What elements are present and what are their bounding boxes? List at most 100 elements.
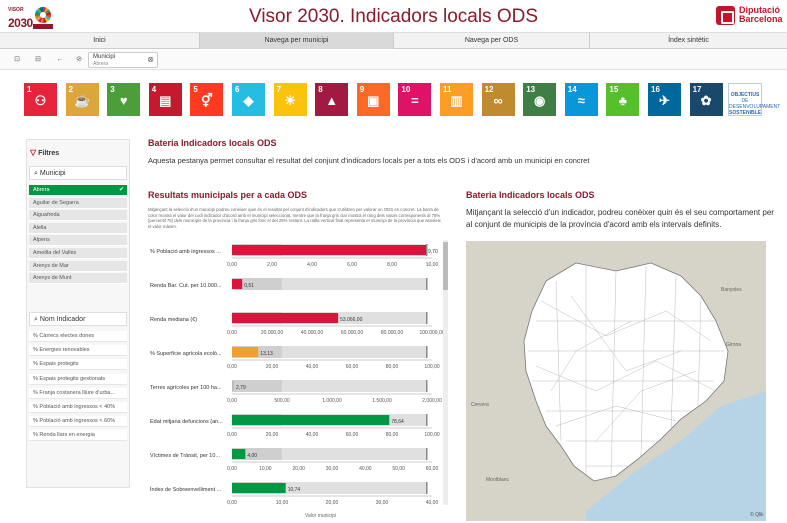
municipality-item[interactable]: Alella	[29, 222, 127, 234]
map-place-label: Cervera	[471, 402, 489, 408]
sdg-goal-9[interactable]: 9 ▣	[356, 83, 390, 116]
chart-scrollbar[interactable]	[443, 240, 448, 505]
tab-navega-municipi[interactable]: Navega per municipi	[200, 33, 394, 49]
diputacio-logo[interactable]: Diputació Barcelona	[716, 5, 783, 27]
tab-navega-ods[interactable]: Navega per ODS	[394, 33, 590, 49]
chart-scroll-thumb[interactable]	[443, 242, 448, 290]
sdg-number: 16	[651, 85, 660, 94]
tick-label: 4,00	[307, 262, 317, 268]
indicator-item[interactable]: % Renda llars en energia	[29, 430, 127, 442]
search-icon: ⌕	[34, 170, 38, 177]
value-label: 0,51	[244, 283, 254, 289]
tick-label: 20,00	[266, 364, 279, 370]
municipality-item[interactable]: Alpens	[29, 235, 127, 247]
sdg-number: 6	[235, 85, 240, 94]
results-title: Resultats municipals per a cada ODS	[148, 190, 308, 200]
province-map[interactable]: Banyoles Girona Cervera Montblanc	[466, 241, 766, 521]
sdg-goal-2[interactable]: 2 ☕	[65, 83, 99, 116]
sdg-goal-15[interactable]: 15 ♣	[606, 83, 640, 116]
indicator-item[interactable]: % Població amb ingressos < 40%	[29, 402, 127, 413]
tick-label: 30,00	[326, 466, 339, 472]
province-outline[interactable]	[523, 262, 729, 482]
sdg-goal-8[interactable]: 8 ▲	[315, 83, 349, 116]
sdg-goal-1[interactable]: 1 ⚇	[24, 83, 57, 116]
visor-2030-logo[interactable]: VISOR 2030	[8, 7, 56, 30]
tick-label: 1.500,00	[372, 398, 392, 404]
right-title: Bateria Indicadors locals ODS	[466, 190, 595, 200]
indicator-item[interactable]: % Energies renovables	[29, 345, 127, 357]
map-copyright: © Qlik	[750, 512, 764, 518]
municipality-item[interactable]: Arenys de Munt	[29, 273, 127, 285]
heartbeat-icon: ♥	[119, 93, 128, 108]
sdg-goal-3[interactable]: 3 ♥	[107, 83, 141, 116]
indicator-item[interactable]: % Càrrecs electes dones	[29, 331, 127, 342]
sdg-goal-11[interactable]: 11 ▥	[440, 83, 473, 116]
value-label: 53.066,00	[340, 317, 362, 323]
smart-search-icon[interactable]: ⊡	[14, 56, 20, 63]
municipality-item[interactable]: Ametlla del Vallès	[29, 248, 127, 259]
value-bar[interactable]	[232, 483, 286, 493]
sdg-goal-14[interactable]: 14 ≈	[564, 83, 598, 116]
municipality-item[interactable]: Aiguafreda	[29, 210, 127, 222]
sdg-goal-7[interactable]: 7 ☀	[273, 83, 307, 116]
tick-label: 10,00	[276, 500, 289, 506]
tick-label: 0,00	[227, 398, 237, 404]
max-marker	[426, 244, 428, 256]
indicator-item[interactable]: % Població amb ingressos < 60%	[29, 416, 127, 428]
tick-label: 80.000,00	[381, 330, 403, 336]
range-bar-light	[282, 380, 426, 392]
sdg-goal-10[interactable]: 10 =	[398, 83, 432, 116]
step-back-icon[interactable]: ←	[56, 56, 64, 63]
selection-chip-municipi[interactable]: Municipi Abrera ⊗	[88, 52, 158, 68]
indicator-label: Terres agrícoles per 100 ha...	[150, 385, 222, 391]
sdg-goal-5[interactable]: 5 ⚥	[190, 83, 224, 116]
close-icon[interactable]: ⊗	[147, 55, 154, 64]
sdg-goal-17[interactable]: 17 ✿	[689, 83, 723, 116]
sdg-number: 8	[318, 85, 323, 94]
indicator-item[interactable]: % Espais protegits gestionats	[29, 373, 127, 385]
indicators-bar-chart: % Població amb ingressos ... 9,70 0,00 2,00…	[146, 238, 450, 522]
tick-label: 60,00	[346, 364, 359, 370]
indicator-item[interactable]: % Franja costanera lliure d'urba...	[29, 387, 127, 399]
municipi-search[interactable]: ⌕ Municipi	[29, 166, 127, 180]
filter-icon: ▽	[30, 148, 37, 157]
sdg-number: 10	[401, 85, 411, 94]
sdg-objectius-logo[interactable]: OBJECTIUS DE DESENVOLUPAMENT SOSTENIBLE	[728, 83, 780, 116]
value-bar[interactable]	[232, 279, 243, 289]
max-marker	[426, 380, 428, 392]
tick-label: 40,00	[306, 364, 319, 370]
value-label: 4,00	[247, 453, 257, 459]
chip-value: Abrera	[93, 61, 109, 67]
value-bar[interactable]	[232, 347, 259, 357]
municipality-item[interactable]: Abrera	[29, 185, 127, 196]
municipality-item[interactable]: Arenys de Mar	[29, 260, 127, 272]
clear-selections-icon[interactable]: ⊘	[76, 56, 82, 63]
sdg-goal-12[interactable]: 12 ∞	[481, 83, 515, 116]
tick-label: 0,00	[227, 466, 237, 472]
tick-label: 60,00	[426, 466, 439, 472]
value-label: 10,74	[288, 487, 301, 493]
municipality-item[interactable]: Aguilar de Segarra	[29, 197, 127, 209]
sdg-goal-6[interactable]: 6 ◆	[232, 83, 265, 116]
sdg-number: 15	[609, 85, 619, 94]
tab-inici[interactable]: Inici	[0, 33, 200, 49]
value-bar[interactable]	[232, 415, 390, 425]
sdg-goal-16[interactable]: 16 ✈	[648, 83, 681, 116]
selections-tool-icon[interactable]: ⊟	[35, 56, 41, 63]
sdg-goal-4[interactable]: 4 ▤	[148, 83, 182, 116]
tick-label: 60.000,00	[341, 330, 363, 336]
value-bar[interactable]	[232, 313, 339, 323]
sdg-goal-13[interactable]: 13 ◉	[523, 83, 557, 116]
sdg-number: 7	[276, 85, 282, 94]
indicator-search[interactable]: ⌕ Nom Indicador	[29, 312, 127, 326]
value-bar[interactable]	[232, 245, 426, 255]
sdg-number: 1	[27, 85, 32, 94]
x-axis-label: Valor municipi	[305, 513, 337, 519]
search-icon: ⌕	[34, 316, 38, 323]
value-bar[interactable]	[232, 449, 246, 459]
tick-label: 10,00	[426, 262, 439, 268]
value-bar[interactable]	[232, 381, 234, 391]
tab-index-sintetic[interactable]: Índex sintètic	[668, 37, 709, 44]
indicator-item[interactable]: % Espais protegits	[29, 359, 127, 371]
equality-icon: =	[411, 93, 419, 108]
